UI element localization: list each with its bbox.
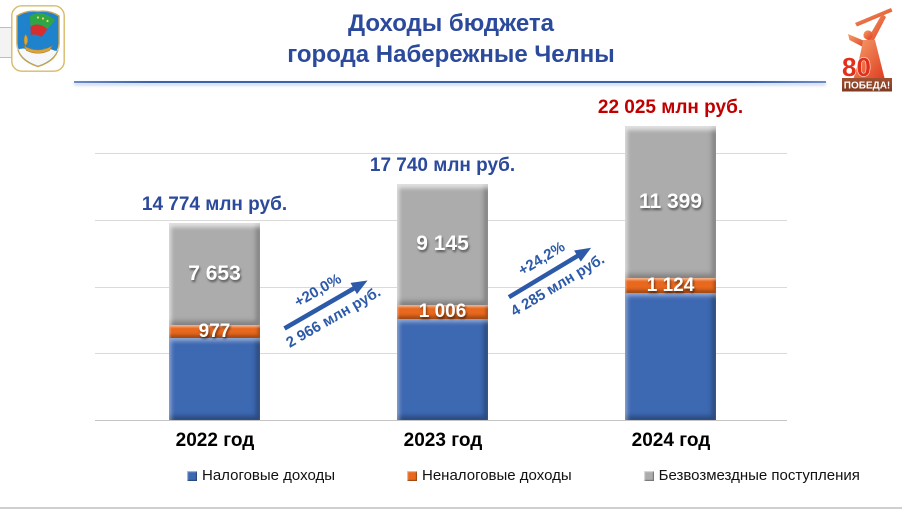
segment-value-label: 977 xyxy=(198,320,231,342)
boat-prow-bird xyxy=(23,34,29,47)
title-underline xyxy=(74,81,826,83)
legend-item-tax: Налоговые доходы xyxy=(187,467,335,484)
bar-total-label: 22 025 млн руб. xyxy=(597,97,744,119)
bar-total-label: 17 740 млн руб. xyxy=(369,154,516,176)
victory-number: 80 xyxy=(842,52,871,82)
victory-80-logo: 80 ПОБЕДА! xyxy=(842,8,893,92)
nontax-segment: 1 124 xyxy=(625,275,716,296)
tax-segment xyxy=(169,338,260,420)
segment-value-label: 11 399 xyxy=(638,190,703,214)
page-title-line2: города Набережные Челны xyxy=(287,41,615,68)
legend-label: Неналоговые доходы xyxy=(422,467,572,484)
nontax-segment: 977 xyxy=(169,321,260,342)
sail-red xyxy=(30,24,48,37)
tax-swatch-icon xyxy=(187,470,197,481)
up-arrow-icon xyxy=(507,247,592,300)
grants-segment: 11 399 xyxy=(625,126,716,279)
nontax-segment: 1 006 xyxy=(397,301,488,322)
x-axis-line xyxy=(95,420,787,421)
tax-segment xyxy=(625,293,716,420)
page-title: Доходы бюджета города Набережные Челны xyxy=(0,8,902,70)
bar-total-label: 14 774 млн руб. xyxy=(141,194,288,215)
bar-2022: 14 774 млн руб. 7 653 977 xyxy=(142,194,287,420)
victory-caption: ПОБЕДА! xyxy=(844,81,891,92)
page-title-line1: Доходы бюджета xyxy=(347,10,554,37)
category-label-2024: 2024 год xyxy=(631,430,711,451)
grants-segment: 7 653 xyxy=(169,223,260,325)
growth-arrow-2023-2024: +24,2% 4 285 млн руб. xyxy=(461,206,639,339)
statue-body xyxy=(853,40,885,80)
gridline xyxy=(95,153,787,155)
segment-value-label: 9 145 xyxy=(416,232,469,256)
growth-arrow-2022-2023: +20,0% 2 966 млн руб. xyxy=(236,239,415,370)
category-label-2022: 2022 год xyxy=(175,430,255,451)
sword xyxy=(855,8,893,27)
statue-head xyxy=(863,30,873,40)
victory-banner xyxy=(842,78,892,92)
segment-value-label: 1 006 xyxy=(418,301,467,323)
legend-label: Безвозмездные поступления xyxy=(658,467,860,484)
segment-value-label: 7 653 xyxy=(188,262,241,285)
bar-2023: 17 740 млн руб. 9 145 1 006 xyxy=(370,155,515,421)
category-label-2023: 2023 год xyxy=(403,430,483,451)
bar-2024: 22 025 млн руб. 11 399 1 124 xyxy=(598,97,743,420)
up-arrow-icon xyxy=(283,280,368,331)
tax-segment xyxy=(397,318,488,420)
legend-item-nontax: Неналоговые доходы xyxy=(407,467,572,484)
segment-value-label: 1 124 xyxy=(646,274,695,296)
sail-green xyxy=(30,13,55,29)
nontax-swatch-icon xyxy=(407,470,417,481)
slide-bottom-border xyxy=(0,507,902,509)
boat xyxy=(23,45,53,54)
legend-label: Налоговые доходы xyxy=(202,467,335,484)
grants-segment: 9 145 xyxy=(397,183,488,306)
legend-item-grants: Безвозмездные поступления xyxy=(643,467,860,484)
legend: Налоговые доходы Неналоговые доходы Безв… xyxy=(187,467,860,484)
grants-swatch-icon xyxy=(643,470,654,481)
city-coat-of-arms xyxy=(11,5,65,72)
